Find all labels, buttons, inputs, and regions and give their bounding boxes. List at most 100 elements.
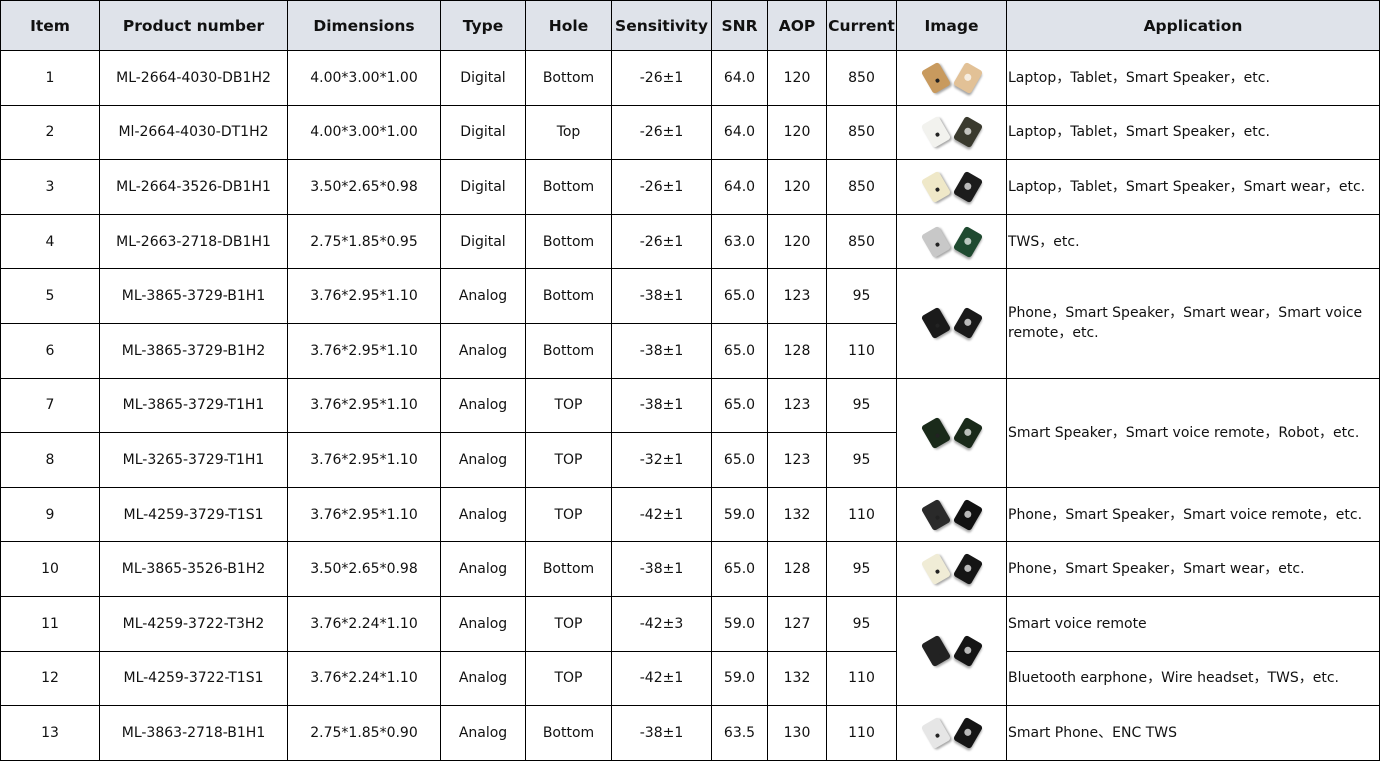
microphone-back-icon — [952, 498, 983, 531]
cell-sensitivity: -26±1 — [611, 50, 712, 106]
cell-application: TWS，etc. — [1006, 213, 1380, 270]
cell-product: ML-4259-3729-T1S1 — [99, 486, 288, 543]
cell-product: Ml-2664-4030-DT1H2 — [99, 104, 288, 161]
cell-dimensions: 2.75*1.85*0.90 — [287, 705, 441, 761]
cell-dimensions: 4.00*3.00*1.00 — [287, 104, 441, 161]
cell-current: 850 — [826, 50, 897, 106]
cell-current: 95 — [826, 268, 897, 324]
product-image — [898, 634, 1006, 668]
cell-item: 1 — [0, 50, 100, 106]
cell-dimensions: 3.76*2.24*1.10 — [287, 595, 441, 652]
product-image — [898, 116, 1006, 149]
cell-current: 850 — [826, 104, 897, 161]
cell-snr: 64.0 — [711, 159, 768, 215]
microphone-back-icon — [952, 716, 983, 750]
cell-dimensions: 3.50*2.65*0.98 — [287, 159, 441, 215]
cell-application: Laptop，Tablet，Smart Speaker，Smart wear，e… — [1006, 159, 1380, 215]
cell-type: Analog — [440, 432, 526, 488]
cell-current: 110 — [826, 705, 897, 761]
cell-snr: 65.0 — [711, 432, 768, 488]
cell-item: 4 — [0, 213, 100, 270]
cell-aop: 127 — [767, 595, 827, 652]
cell-item: 8 — [0, 432, 100, 488]
table-row: 6 ML-3865-3729-B1H2 3.76*2.95*1.10 Analog Bo… — [0, 322, 1380, 379]
cell-sensitivity: -42±1 — [611, 650, 712, 707]
header-hole: Hole — [525, 0, 612, 51]
cell-product: ML-3863-2718-B1H1 — [99, 705, 288, 761]
microphone-front-icon — [920, 716, 951, 750]
cell-application: Phone，Smart Speaker，Smart wear，Smart voi… — [1006, 268, 1380, 379]
cell-sensitivity: -38±1 — [611, 705, 712, 761]
cell-item: 9 — [0, 486, 100, 543]
cell-dimensions: 3.76*2.95*1.10 — [287, 432, 441, 488]
cell-aop: 128 — [767, 541, 827, 597]
cell-hole: Top — [525, 104, 612, 161]
cell-type: Analog — [440, 377, 526, 434]
microphone-back-icon — [952, 307, 983, 340]
cell-type: Digital — [440, 50, 526, 106]
microphone-front-icon — [920, 552, 951, 586]
cell-image — [896, 541, 1007, 597]
cell-dimensions: 3.76*2.95*1.10 — [287, 377, 441, 434]
cell-sensitivity: -42±3 — [611, 595, 712, 652]
cell-image — [896, 104, 1007, 161]
cell-snr: 65.0 — [711, 377, 768, 434]
cell-aop: 132 — [767, 650, 827, 707]
table-row: 1 ML-2664-4030-DB1H2 4.00*3.00*1.00 Digital… — [0, 50, 1380, 106]
cell-sensitivity: -38±1 — [611, 377, 712, 434]
table-row: 8 ML-3265-3729-T1H1 3.76*2.95*1.10 Analog TO… — [0, 432, 1380, 488]
cell-aop: 120 — [767, 159, 827, 215]
cell-image — [896, 377, 1007, 488]
cell-hole: TOP — [525, 595, 612, 652]
cell-item: 10 — [0, 541, 100, 597]
cell-item: 12 — [0, 650, 100, 707]
cell-product: ML-2663-2718-DB1H1 — [99, 213, 288, 270]
cell-dimensions: 3.76*2.95*1.10 — [287, 322, 441, 379]
cell-product: ML-2664-3526-DB1H1 — [99, 159, 288, 215]
microphone-front-icon — [920, 225, 951, 258]
cell-snr: 63.0 — [711, 213, 768, 270]
cell-hole: Bottom — [525, 322, 612, 379]
cell-application: Smart Speaker，Smart voice remote，Robot，e… — [1006, 377, 1380, 488]
cell-current: 110 — [826, 486, 897, 543]
cell-type: Analog — [440, 541, 526, 597]
cell-sensitivity: -42±1 — [611, 486, 712, 543]
header-image: Image — [896, 0, 1007, 51]
cell-item: 11 — [0, 595, 100, 652]
cell-snr: 63.5 — [711, 705, 768, 761]
table-row: 10 ML-3865-3526-B1H2 3.50*2.65*0.98 Analog B… — [0, 541, 1380, 597]
header-current: Current — [826, 0, 897, 51]
cell-product: ML-2664-4030-DB1H2 — [99, 50, 288, 106]
table-row: 4 ML-2663-2718-DB1H1 2.75*1.85*0.95 Digital… — [0, 213, 1380, 270]
cell-dimensions: 3.50*2.65*0.98 — [287, 541, 441, 597]
cell-item: 3 — [0, 159, 100, 215]
cell-type: Analog — [440, 268, 526, 324]
microphone-back-icon — [952, 552, 983, 586]
cell-hole: TOP — [525, 377, 612, 434]
cell-aop: 128 — [767, 322, 827, 379]
cell-image — [896, 213, 1007, 270]
cell-image — [896, 50, 1007, 106]
cell-hole: TOP — [525, 486, 612, 543]
cell-application: Smart voice remote — [1006, 595, 1380, 652]
cell-dimensions: 3.76*2.95*1.10 — [287, 486, 441, 543]
cell-type: Analog — [440, 486, 526, 543]
cell-sensitivity: -38±1 — [611, 541, 712, 597]
table-row: 9 ML-4259-3729-T1S1 3.76*2.95*1.10 Analog TO… — [0, 486, 1380, 543]
cell-sensitivity: -38±1 — [611, 268, 712, 324]
cell-current: 95 — [826, 377, 897, 434]
cell-product: ML-4259-3722-T1S1 — [99, 650, 288, 707]
cell-product: ML-3865-3729-B1H2 — [99, 322, 288, 379]
cell-snr: 65.0 — [711, 541, 768, 597]
cell-type: Analog — [440, 705, 526, 761]
cell-snr: 64.0 — [711, 50, 768, 106]
cell-snr: 64.0 — [711, 104, 768, 161]
cell-item: 5 — [0, 268, 100, 324]
cell-application: Bluetooth earphone，Wire headset，TWS，etc. — [1006, 650, 1380, 707]
cell-sensitivity: -26±1 — [611, 213, 712, 270]
cell-item: 7 — [0, 377, 100, 434]
cell-application: Phone，Smart Speaker，Smart wear，etc. — [1006, 541, 1380, 597]
cell-current: 95 — [826, 541, 897, 597]
cell-image — [896, 705, 1007, 761]
